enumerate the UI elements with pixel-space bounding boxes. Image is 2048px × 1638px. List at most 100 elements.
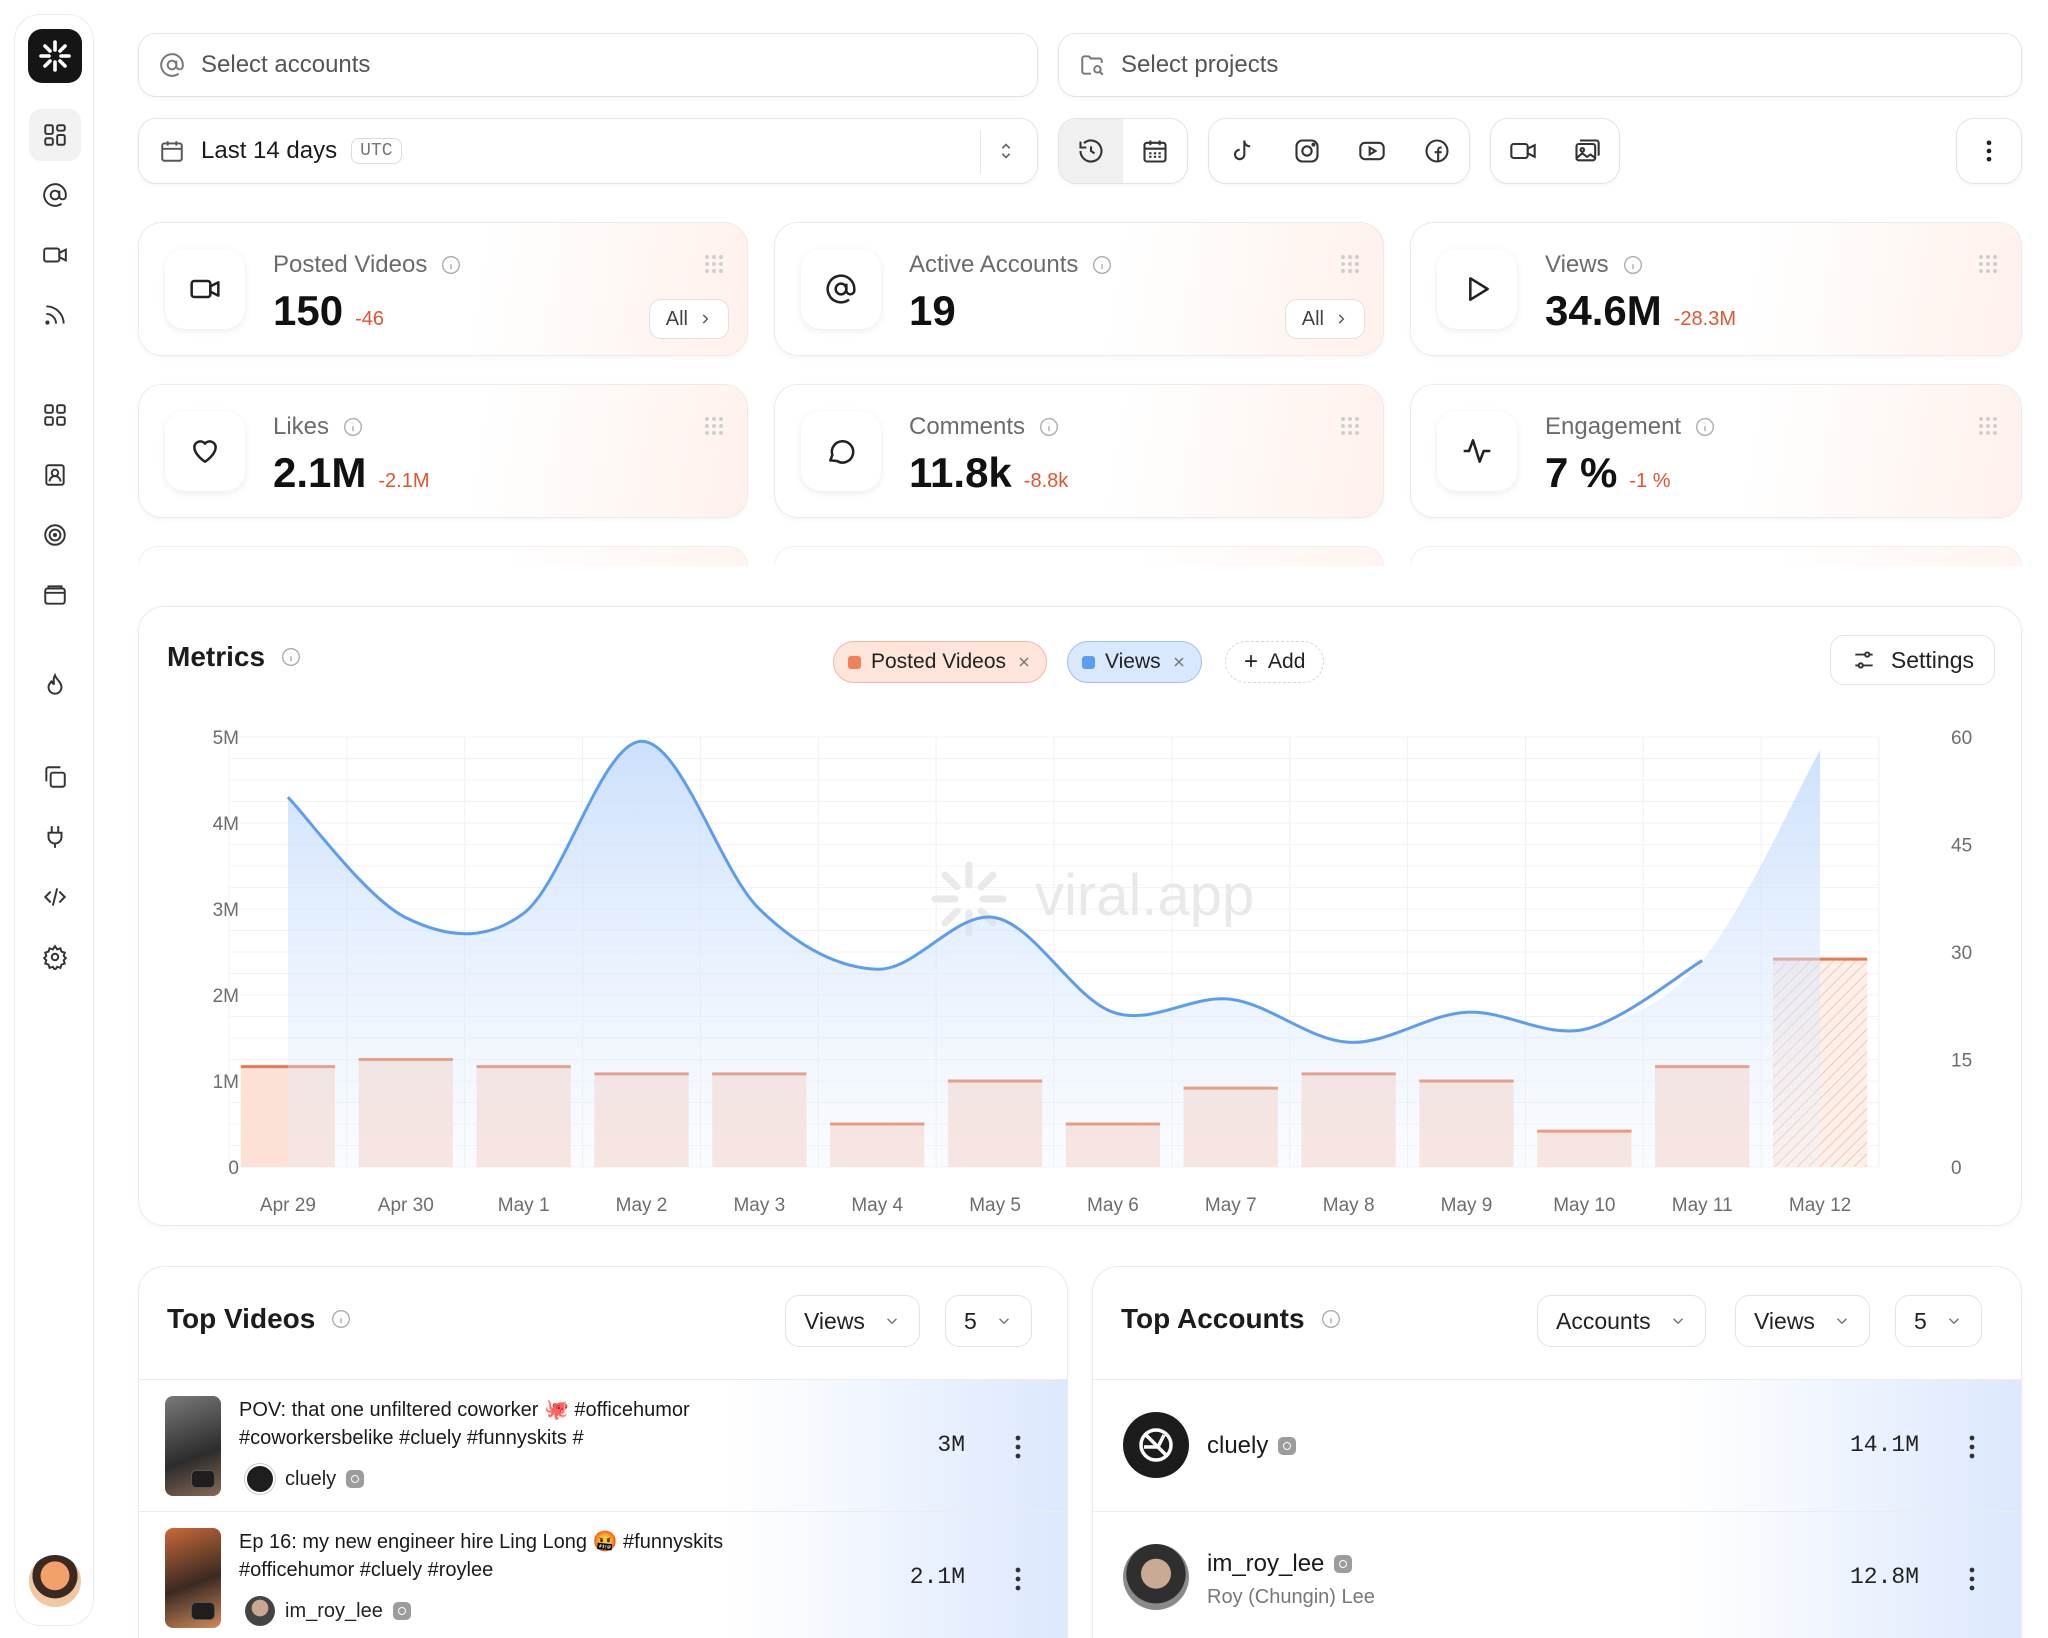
info-icon[interactable]: [1039, 417, 1059, 437]
top-accounts-title: Top Accounts: [1121, 1303, 1341, 1335]
account-avatar[interactable]: [1123, 1544, 1189, 1610]
info-icon[interactable]: [441, 255, 461, 275]
top-videos-count-select[interactable]: 5: [945, 1295, 1032, 1347]
x-tick-label: May 3: [733, 1195, 785, 1216]
stat-value-row: 19: [909, 287, 968, 335]
top-videos-metric-select[interactable]: Views: [785, 1295, 920, 1347]
chart-settings-button[interactable]: Settings: [1829, 635, 1995, 685]
close-icon[interactable]: [1171, 654, 1187, 670]
video-account[interactable]: im_roy_lee: [245, 1596, 411, 1626]
chip-posted-videos[interactable]: Posted Videos: [833, 641, 1048, 683]
app-logo[interactable]: [28, 29, 82, 83]
top-accounts-group-select[interactable]: Accounts: [1537, 1295, 1706, 1347]
more-vertical-icon[interactable]: [1969, 1434, 1975, 1460]
stat-value: 2.1M: [273, 449, 367, 496]
top-video-row[interactable]: POV: that one unfiltered coworker 🐙 #off…: [139, 1379, 1067, 1511]
top-video-row[interactable]: Ep 16: my new engineer hire Ling Long 🤬 …: [139, 1511, 1067, 1638]
stat-card-views[interactable]: Views 34.6M -28.3M: [1410, 222, 2022, 356]
info-icon[interactable]: [1623, 255, 1643, 275]
video-thumbnail[interactable]: [165, 1528, 221, 1628]
stat-card-accounts[interactable]: Active Accounts 19 All: [774, 222, 1384, 356]
stat-card-posted[interactable]: Posted Videos 150 -46 All: [138, 222, 748, 356]
select-accounts-field[interactable]: Select accounts: [138, 33, 1038, 97]
drag-handle-icon[interactable]: [1339, 415, 1361, 437]
info-icon[interactable]: [343, 417, 363, 437]
drag-handle-icon[interactable]: [703, 253, 725, 275]
stat-card-likes[interactable]: Likes 2.1M -2.1M: [138, 384, 748, 518]
sidebar-item-integrations[interactable]: [29, 811, 81, 863]
row-highlight: [727, 1380, 1067, 1511]
view-all-label: All: [665, 307, 688, 330]
account-name: im_roy_lee: [285, 1599, 383, 1622]
info-icon[interactable]: [281, 647, 301, 667]
chip-views[interactable]: Views: [1067, 641, 1202, 683]
facebook-filter-button[interactable]: [1404, 119, 1469, 183]
more-vertical-icon[interactable]: [1015, 1566, 1021, 1592]
select-projects-field[interactable]: Select projects: [1058, 33, 2022, 97]
stat-delta: -2.1M: [378, 470, 430, 492]
info-icon[interactable]: [1092, 255, 1112, 275]
tiktok-filter-button[interactable]: [1209, 119, 1274, 183]
sidebar-item-feed[interactable]: [29, 289, 81, 341]
date-range-select[interactable]: Last 14 days UTC: [138, 118, 1038, 184]
instagram-filter-button[interactable]: [1274, 119, 1339, 183]
sidebar-item-settings[interactable]: [29, 931, 81, 983]
sidebar-item-contacts[interactable]: [29, 449, 81, 501]
chip-label: Views: [1105, 650, 1161, 673]
image-filter-button[interactable]: [1555, 119, 1619, 183]
folder-search-icon: [1081, 55, 1104, 76]
account-avatar: [245, 1464, 275, 1494]
info-icon[interactable]: [331, 1309, 351, 1329]
youtube-filter-button[interactable]: [1339, 119, 1404, 183]
view-all-button[interactable]: All: [648, 299, 729, 339]
drag-handle-icon[interactable]: [1977, 415, 1999, 437]
x-tick-label: May 7: [1205, 1195, 1257, 1216]
stat-label: Comments: [909, 413, 1026, 440]
view-all-button[interactable]: All: [1284, 299, 1365, 339]
calendar-button[interactable]: [1123, 119, 1187, 183]
close-icon[interactable]: [1016, 654, 1032, 670]
sidebar-item-trending[interactable]: [29, 659, 81, 711]
sidebar-item-dashboard[interactable]: [29, 109, 81, 161]
stat-card-engagement[interactable]: Engagement 7 % -1 %: [1410, 384, 2022, 518]
history-button[interactable]: [1059, 119, 1123, 183]
top-videos-title-text: Top Videos: [167, 1303, 316, 1334]
sidebar-item-accounts[interactable]: [29, 169, 81, 221]
user-avatar[interactable]: [29, 1555, 81, 1607]
drag-handle-icon[interactable]: [703, 415, 725, 437]
top-account-row[interactable]: cluely 14.1M: [1093, 1379, 2021, 1511]
account-metric-value: 12.8M: [1849, 1564, 1919, 1590]
top-accounts-metric-select[interactable]: Views: [1735, 1295, 1870, 1347]
sidebar-item-goals[interactable]: [29, 509, 81, 561]
top-account-row[interactable]: im_roy_lee Roy (Chungin) Lee 12.8M: [1093, 1511, 2021, 1638]
more-options-button[interactable]: [1956, 118, 2022, 184]
video-thumbnail[interactable]: [165, 1396, 221, 1496]
drag-handle-icon[interactable]: [1339, 253, 1361, 275]
series-color-swatch: [1082, 655, 1095, 669]
sidebar-item-library[interactable]: [29, 751, 81, 803]
chevron-down-icon: [1948, 1318, 1959, 1325]
video-account[interactable]: cluely: [245, 1464, 365, 1494]
account-avatar[interactable]: [1123, 1412, 1189, 1478]
info-icon[interactable]: [1695, 417, 1715, 437]
sidebar-item-wallet[interactable]: [29, 569, 81, 621]
video-title[interactable]: Ep 16: my new engineer hire Ling Long 🤬 …: [239, 1531, 724, 1581]
instagram-icon: [346, 1470, 365, 1488]
video-filter-button[interactable]: [1491, 119, 1555, 183]
info-icon[interactable]: [1321, 1309, 1341, 1329]
drag-handle-icon[interactable]: [1977, 253, 1999, 275]
sidebar-item-widgets[interactable]: [29, 389, 81, 441]
rss-feed-icon: [45, 305, 65, 325]
more-vertical-icon[interactable]: [1969, 1566, 1975, 1592]
y-right-tick-label: 15: [1951, 1051, 1972, 1072]
sidebar-item-api[interactable]: [29, 871, 81, 923]
sidebar-item-videos[interactable]: [29, 229, 81, 281]
platform-filter-group: [1208, 118, 1470, 184]
video-title[interactable]: POV: that one unfiltered coworker 🐙 #off…: [239, 1399, 690, 1449]
more-vertical-icon[interactable]: [1015, 1434, 1021, 1460]
stat-card-comments[interactable]: Comments 11.8k -8.8k: [774, 384, 1384, 518]
add-metric-button[interactable]: + Add: [1225, 641, 1325, 683]
divider: [980, 131, 981, 173]
x-tick-label: Apr 30: [378, 1195, 434, 1216]
top-accounts-count-select[interactable]: 5: [1895, 1295, 1982, 1347]
